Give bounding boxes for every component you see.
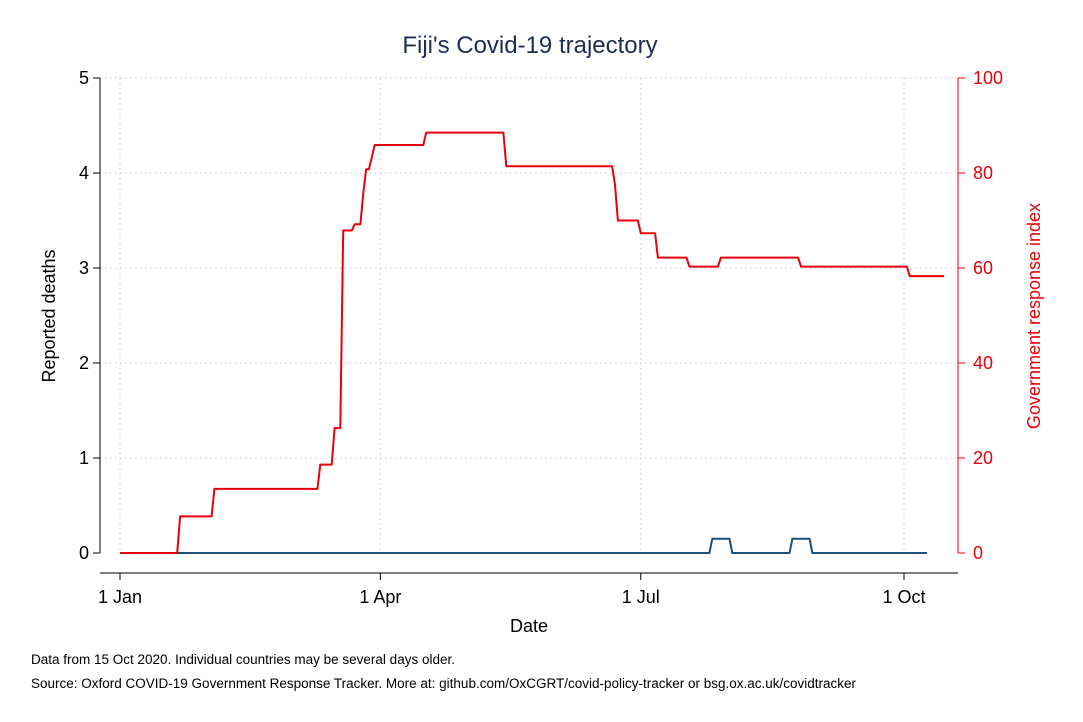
grid-lines [100, 77, 958, 553]
y-right-tick-label: 0 [973, 543, 983, 563]
y-left-tick-label: 5 [79, 68, 89, 88]
y-axis-left-label: Reported deaths [39, 249, 59, 382]
series-lines [120, 131, 945, 554]
reported-deaths-line [120, 537, 927, 554]
y-right-tick-label: 40 [973, 353, 993, 373]
axes: 0 1 2 3 4 5 0 20 40 60 80 100 1 Jan 1 Apr 1 Jul 1 Oct [79, 68, 1003, 607]
y-right-tick-label: 100 [973, 68, 1003, 88]
source-note: Source: Oxford COVID-19 Government Respo… [31, 676, 857, 691]
x-tick-label: 1 Apr [359, 587, 401, 607]
y-right-tick-label: 60 [973, 258, 993, 278]
y-left-tick-label: 2 [79, 353, 89, 373]
y-left-tick-label: 1 [79, 448, 89, 468]
y-left-tick-label: 0 [79, 543, 89, 563]
x-tick-label: 1 Jul [622, 587, 660, 607]
data-date-note: Data from 15 Oct 2020. Individual countr… [31, 652, 455, 667]
x-tick-label: 1 Oct [882, 587, 925, 607]
x-tick-label: 1 Jan [98, 587, 142, 607]
covid-trajectory-chart: Fiji's Covid-19 trajectory 0 1 2 3 4 5 0 20 40 60… [39, 32, 1044, 636]
y-left-tick-label: 4 [79, 163, 89, 183]
chart-title: Fiji's Covid-19 trajectory [402, 32, 657, 59]
y-right-tick-label: 20 [973, 448, 993, 468]
y-left-tick-label: 3 [79, 258, 89, 278]
y-axis-right-label: Government response index [1024, 203, 1044, 429]
x-axis-label: Date [510, 616, 548, 636]
response-index-line [120, 131, 945, 554]
y-right-tick-label: 80 [973, 163, 993, 183]
